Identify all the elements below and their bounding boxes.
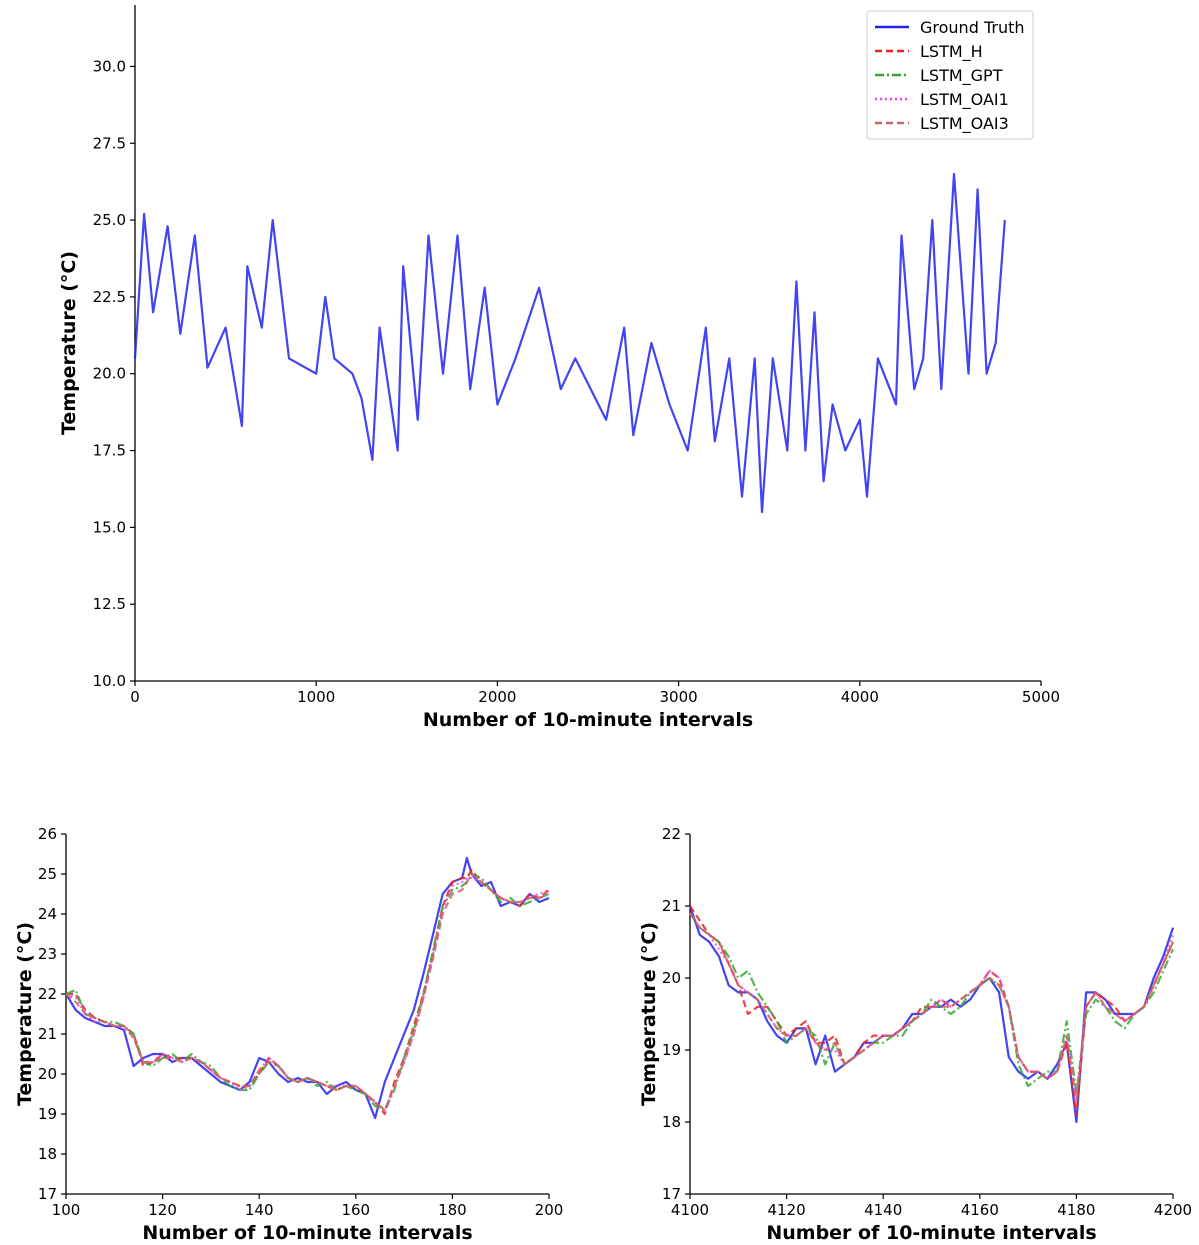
x-tick-label: 4000: [841, 688, 879, 706]
y-tick-label: 22: [662, 825, 681, 843]
x-tick-label: 4120: [768, 1201, 806, 1219]
x-tick-label: 180: [438, 1201, 467, 1219]
chart-main: 0 1000 2000 3000 4000 5000 10.0 12.5 15.0 17.5 20.…: [58, 5, 1060, 731]
y-tick-label: 23: [38, 945, 57, 963]
y-tick-label: 19: [662, 1041, 681, 1059]
y-tick-label: 18: [662, 1113, 681, 1131]
y-tick-label: 25: [38, 865, 57, 883]
y-tick-label: 27.5: [93, 134, 126, 152]
y-axis-label: Temperature (°C): [14, 922, 36, 1106]
y-tick-label: 17: [38, 1185, 57, 1203]
chart-zoom-right: 4100 4120 4140 4160 4180 4200 17 18 19 20 21 22 Numb…: [638, 825, 1192, 1244]
series-line-ground-truth: [133, 172, 1006, 514]
series-line-lstm-oai1: [65, 876, 550, 1112]
y-tick-label: 20.0: [93, 365, 126, 383]
y-tick-label: 22.5: [93, 288, 126, 306]
x-tick-label: 200: [535, 1201, 564, 1219]
x-axis-label: Number of 10-minute intervals: [766, 1222, 1096, 1244]
chart-zoom-left: 100 120 140 160 180 200 17 18 19 20 21 22 23 24 25 26 Nu…: [14, 825, 563, 1244]
series-line-ground-truth: [688, 905, 1175, 1124]
x-axis-label: Number of 10-minute intervals: [423, 709, 753, 731]
x-tick-label: 4100: [671, 1201, 709, 1219]
y-tick-label: 18: [38, 1145, 57, 1163]
series-line-lstm-oai3: [689, 912, 1175, 1102]
x-axis-label: Number of 10-minute intervals: [142, 1222, 472, 1244]
series-line-lstm-gpt: [689, 912, 1175, 1095]
y-tick-label: 17: [662, 1185, 681, 1203]
y-axis-label: Temperature (°C): [58, 251, 80, 435]
y-axis-label: Temperature (°C): [638, 922, 660, 1106]
legend-label: LSTM_H: [920, 42, 983, 62]
x-tick-label: 120: [148, 1201, 177, 1219]
legend-label: LSTM_GPT: [920, 66, 1003, 86]
x-tick-label: 5000: [1022, 688, 1060, 706]
y-tick-label: 21: [662, 897, 681, 915]
x-tick-label: 4140: [864, 1201, 902, 1219]
y-tick-label: 30.0: [93, 57, 126, 75]
x-tick-label: 0: [130, 688, 140, 706]
y-tick-label: 21: [38, 1025, 57, 1043]
y-tick-label: 20: [662, 969, 681, 987]
legend: Ground Truth LSTM_H LSTM_GPT LSTM_OAI1 LSTM_…: [866, 10, 1034, 140]
x-tick-label: 1000: [297, 688, 335, 706]
x-tick-label: 4160: [961, 1201, 999, 1219]
series-line-lstm-h: [689, 905, 1175, 1116]
y-tick-label: 17.5: [93, 442, 126, 460]
legend-label: LSTM_OAI3: [920, 114, 1009, 134]
series-line-lstm-gpt: [65, 872, 550, 1112]
x-tick-label: 4180: [1057, 1201, 1095, 1219]
y-tick-label: 25.0: [93, 211, 126, 229]
legend-label: Ground Truth: [920, 18, 1025, 37]
x-tick-label: 140: [245, 1201, 274, 1219]
y-tick-label: 12.5: [93, 595, 126, 613]
x-tick-label: 4200: [1154, 1201, 1192, 1219]
legend-label: LSTM_OAI1: [920, 90, 1009, 110]
y-tick-label: 10.0: [93, 672, 126, 690]
x-tick-label: 160: [341, 1201, 370, 1219]
series-line-lstm-oai3: [65, 872, 550, 1112]
x-tick-label: 100: [52, 1201, 81, 1219]
y-tick-label: 22: [38, 985, 57, 1003]
x-tick-label: 2000: [478, 688, 516, 706]
y-tick-label: 26: [38, 825, 57, 843]
legend-frame: [866, 10, 1034, 140]
y-tick-label: 20: [38, 1065, 57, 1083]
y-tick-label: 19: [38, 1105, 57, 1123]
y-tick-label: 24: [38, 905, 57, 923]
y-tick-label: 15.0: [93, 518, 126, 536]
x-tick-label: 3000: [660, 688, 698, 706]
